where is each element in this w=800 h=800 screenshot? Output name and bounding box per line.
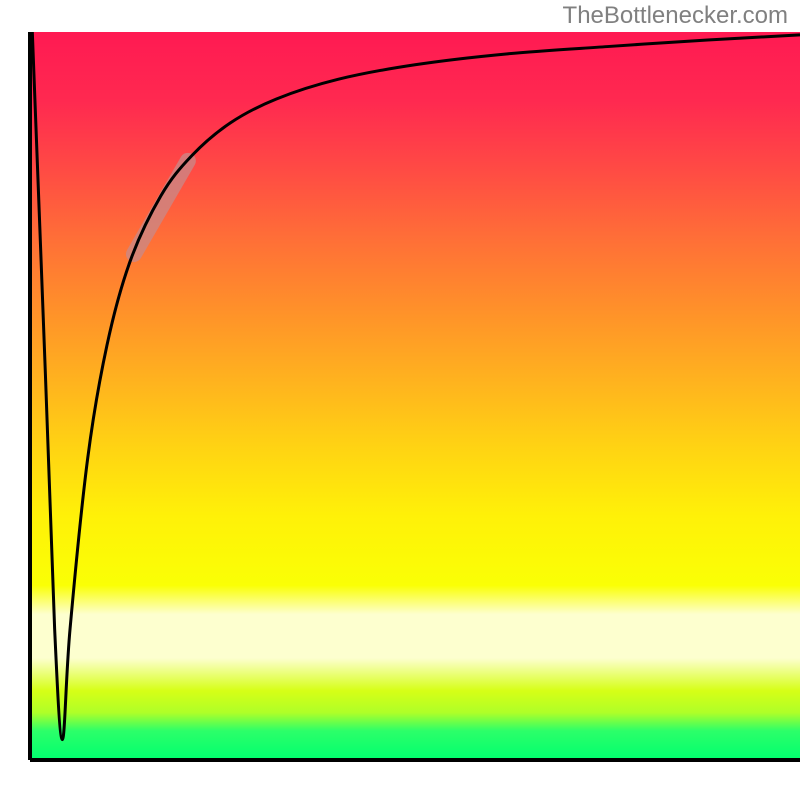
bottleneck-chart xyxy=(0,0,800,800)
chart-container: TheBottlenecker.com xyxy=(0,0,800,800)
plot-background xyxy=(30,32,800,760)
watermark-text: TheBottlenecker.com xyxy=(563,2,788,30)
